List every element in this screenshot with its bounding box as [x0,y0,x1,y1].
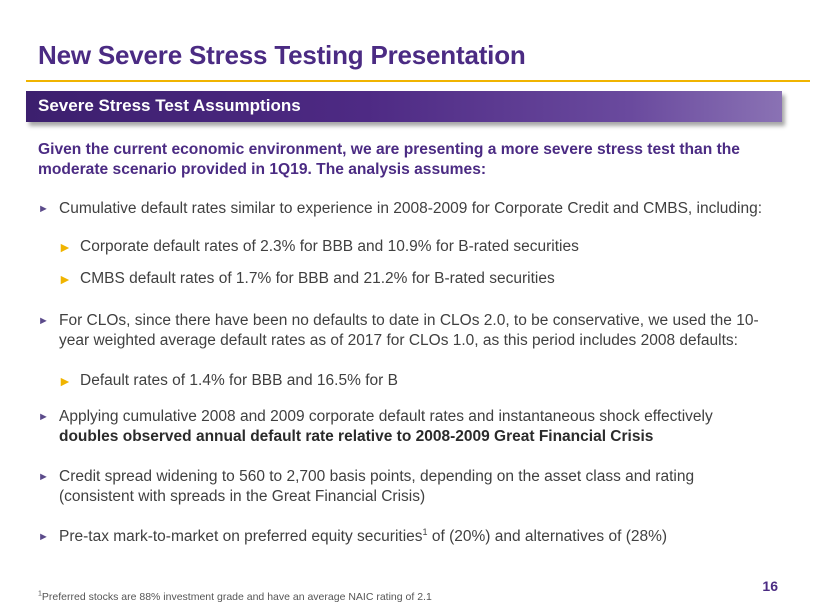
bullet-text: Default rates of 1.4% for BBB and 16.5% … [80,372,398,389]
title-divider [26,80,810,82]
list-item: ► CMBS default rates of 1.7% for BBB and… [58,269,788,289]
bullet-text: For CLOs, since there have been no defau… [59,312,759,349]
section-banner: Severe Stress Test Assumptions [26,91,782,122]
list-item: ► For CLOs, since there have been no def… [38,311,780,351]
page-number: 16 [762,578,778,594]
list-item: ► Default rates of 1.4% for BBB and 16.5… [58,371,788,391]
bullet-text-bold: doubles observed annual default rate rel… [59,428,654,445]
bullet-text-post: of (20%) and alternatives of (28%) [427,528,668,545]
list-item: ► Credit spread widening to 560 to 2,700… [38,467,738,507]
list-item: ► Pre-tax mark-to-market on preferred eq… [38,527,788,547]
triangle-bullet-icon: ► [38,471,49,483]
list-item: ► Applying cumulative 2008 and 2009 corp… [38,407,788,447]
bullet-text: Cumulative default rates similar to expe… [59,200,763,217]
triangle-bullet-icon: ► [38,315,49,327]
triangle-bullet-icon: ► [38,531,49,543]
triangle-bullet-icon: ► [38,203,49,215]
bullet-text: CMBS default rates of 1.7% for BBB and 2… [80,270,555,287]
triangle-bullet-icon: ► [58,239,72,255]
footnote-text: Preferred stocks are 88% investment grad… [41,591,432,603]
footnote: 1Preferred stocks are 88% investment gra… [38,590,432,604]
intro-paragraph: Given the current economic environment, … [38,141,740,178]
page-title: New Severe Stress Testing Presentation [38,40,526,70]
bullet-text: Pre-tax mark-to-market on preferred equi… [38,527,788,547]
bullet-text: Credit spread widening to 560 to 2,700 b… [59,468,695,505]
triangle-bullet-icon: ► [58,271,72,287]
triangle-bullet-icon: ► [38,411,49,423]
bullet-text-plain: Applying cumulative 2008 and 2009 corpor… [59,408,713,425]
list-item: ► Corporate default rates of 2.3% for BB… [58,237,788,257]
bullet-text: Corporate default rates of 2.3% for BBB … [80,238,579,255]
list-item: ► Cumulative default rates similar to ex… [38,199,788,219]
footnote-ref: 1 [422,526,428,537]
triangle-bullet-icon: ► [58,373,72,389]
footnote-marker: 1 [38,590,42,598]
bullet-text: Applying cumulative 2008 and 2009 corpor… [38,407,788,447]
bullet-text-pre: Pre-tax mark-to-market on preferred equi… [59,528,423,545]
